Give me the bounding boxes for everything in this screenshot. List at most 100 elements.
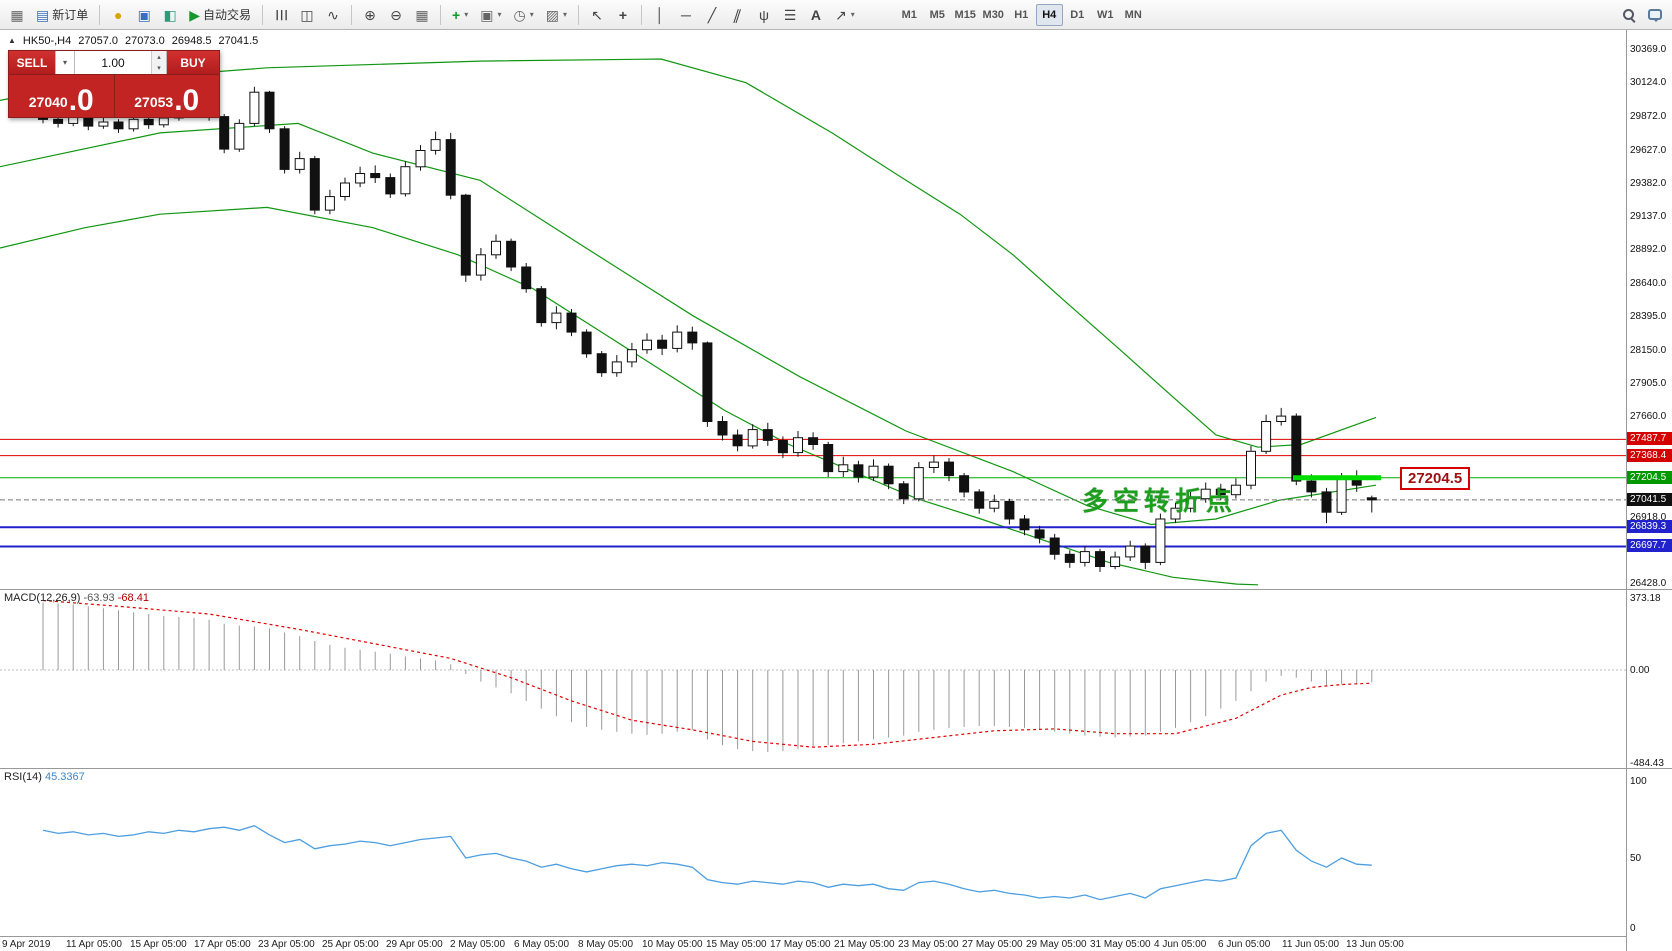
indicators-button[interactable]: + ▾	[447, 3, 473, 27]
trendline-button[interactable]: ╱	[700, 3, 724, 27]
chat-button[interactable]	[1643, 3, 1667, 27]
vertical-line-button[interactable]: │	[648, 3, 672, 27]
clock-icon: ◷	[513, 6, 526, 23]
market-watch-button[interactable]: ▣	[132, 3, 156, 27]
arrows-button[interactable]: ↗ ▾	[830, 3, 860, 27]
price-tick-label: 30124.0	[1630, 77, 1667, 89]
zoom-in-button[interactable]: ⊕	[358, 3, 382, 27]
play-icon: ▶	[189, 6, 201, 23]
chevron-down-icon: ▾	[62, 58, 67, 67]
time-axis[interactable]: 9 Apr 2019 11 Apr 05:00 15 Apr 05:00 17 Apr…	[0, 936, 1626, 951]
sell-price-main: 27040	[28, 94, 68, 110]
price-axis[interactable]: 30369.0 30124.0 29872.0 29627.0 29382.0 29137…	[1626, 0, 1672, 951]
date-tick-label: 11 Apr 05:00	[66, 939, 122, 950]
rsi-line	[42, 824, 1372, 901]
stepper-down-icon[interactable]: ▾	[157, 65, 161, 73]
zoom-out-button[interactable]: ⊖	[384, 3, 408, 27]
timeframe-m5[interactable]: M5	[929, 8, 945, 21]
one-click-trading-panel: SELL ▾ 1.00 ▴ ▾ BUY 27040 .0 27053 .0	[8, 50, 220, 118]
macd-signal-value: -68.41	[117, 592, 149, 604]
panel-separator[interactable]	[0, 768, 1672, 769]
auto-trading-label: 自动交易	[203, 8, 252, 22]
fibonacci-icon: ☰	[783, 6, 797, 23]
macd-signal-line	[42, 599, 1372, 748]
one-click-toggle-icon[interactable]: ▲	[8, 36, 16, 45]
chevron-down-icon: ▾	[529, 10, 534, 19]
grid-icon: ▦	[415, 6, 429, 23]
vertical-line-icon: │	[655, 6, 665, 23]
snapshot-icon: ▨	[545, 6, 559, 23]
date-tick-label: 6 Jun 05:00	[1218, 939, 1271, 950]
buy-button[interactable]: BUY	[167, 51, 219, 74]
rsi-tick-label: 100	[1630, 776, 1647, 787]
data-window-button[interactable]: ◧	[158, 3, 182, 27]
text-tool-icon: A	[810, 6, 822, 23]
chevron-down-icon: ▾	[850, 10, 855, 19]
price-tick-label: 26428.0	[1630, 578, 1667, 589]
auto-trading-button[interactable]: ▶ 自动交易	[184, 3, 256, 27]
grid-button[interactable]: ▦	[410, 3, 434, 27]
panel-separator[interactable]	[0, 589, 1672, 590]
timeframe-mn[interactable]: MN	[1124, 8, 1142, 21]
toolbar-separator	[351, 4, 353, 25]
crosshair-button[interactable]: +	[611, 3, 635, 27]
date-tick-label: 15 May 05:00	[706, 939, 767, 950]
stepper-up-icon[interactable]: ▴	[157, 53, 161, 61]
arrow-icon: ↗	[834, 6, 847, 23]
line-chart-icon: ∿	[327, 6, 339, 23]
price-level-tag: 26839.3	[1627, 520, 1672, 534]
snapshot-button[interactable]: ▨ ▾	[541, 3, 572, 27]
chart-canvas[interactable]	[0, 0, 1626, 951]
price-tick-label: 29872.0	[1630, 111, 1667, 123]
channel-button[interactable]: ∥	[726, 3, 750, 27]
new-order-label: 新订单	[52, 8, 89, 22]
date-tick-label: 29 Apr 05:00	[386, 939, 443, 950]
fibonacci-button[interactable]: ☰	[778, 3, 802, 27]
objects-window-button[interactable]: ▣ ▾	[475, 3, 506, 27]
rsi-tick-label: 50	[1630, 853, 1642, 864]
sell-price[interactable]: 27040 .0	[9, 75, 115, 117]
order-type-dropdown[interactable]: ▾	[55, 51, 75, 74]
new-order-icon: ▤	[36, 6, 50, 23]
zoom-out-icon: ⊖	[390, 6, 402, 23]
buy-price[interactable]: 27053 .0	[115, 75, 220, 117]
price-tick-label: 28892.0	[1630, 244, 1667, 256]
timeframe-h1[interactable]: H1	[1014, 8, 1029, 21]
timeframe-m1[interactable]: M1	[901, 8, 917, 21]
ohlc-high: 27073.0	[124, 35, 165, 47]
text-tool-button[interactable]: A	[804, 3, 828, 27]
volume-stepper[interactable]: ▴ ▾	[151, 51, 167, 74]
buy-price-main: 27053	[134, 94, 174, 110]
timeframe-m15[interactable]: M15	[954, 8, 976, 21]
period-button[interactable]: ◷ ▾	[509, 3, 539, 27]
candlestick-chart-button[interactable]: ◫	[295, 3, 319, 27]
search-button[interactable]	[1617, 3, 1641, 27]
toolbar-separator	[640, 4, 642, 25]
ohlc-close: 27041.5	[218, 35, 259, 47]
cursor-button[interactable]: ↖	[585, 3, 609, 27]
date-tick-label: 31 May 05:00	[1090, 939, 1151, 950]
search-icon	[1622, 8, 1636, 22]
price-tick-label: 28640.0	[1630, 278, 1667, 290]
objects-window-icon: ▣	[480, 6, 494, 23]
timeframe-w1[interactable]: W1	[1096, 8, 1114, 21]
date-tick-label: 15 Apr 05:00	[130, 939, 187, 950]
macd-tick-label: 373.18	[1630, 592, 1661, 604]
sell-button[interactable]: SELL	[9, 51, 55, 74]
timeframe-m30[interactable]: M30	[982, 8, 1004, 21]
price-tick-label: 29137.0	[1630, 210, 1667, 222]
app-grid-button[interactable]: ▦	[5, 3, 29, 27]
macd-value: -63.93	[83, 592, 115, 604]
date-tick-label: 6 May 05:00	[514, 939, 570, 950]
volume-input[interactable]: 1.00	[75, 51, 151, 74]
date-tick-label: 17 Apr 05:00	[194, 939, 251, 950]
horizontal-line-button[interactable]: ─	[674, 3, 698, 27]
bar-chart-button[interactable]: ☰	[269, 3, 293, 27]
line-chart-button[interactable]: ∿	[321, 3, 345, 27]
pitchfork-button[interactable]: ψ	[752, 3, 776, 27]
timeframe-h4[interactable]: H4	[1035, 3, 1063, 26]
lightbulb-button[interactable]: ●	[106, 3, 130, 27]
zoom-in-icon: ⊕	[364, 6, 376, 23]
timeframe-d1[interactable]: D1	[1070, 8, 1085, 21]
new-order-button[interactable]: ▤ 新订单	[31, 3, 93, 27]
